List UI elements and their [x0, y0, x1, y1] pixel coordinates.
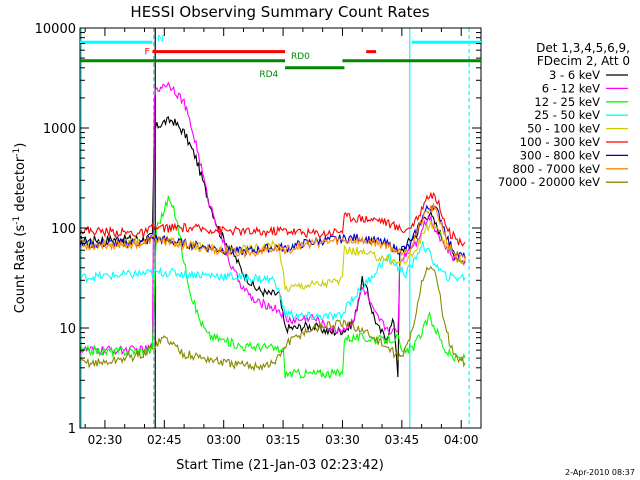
y-tick-label-3: 1000 — [43, 122, 76, 137]
y-axis-label-sup1: -1 — [12, 216, 22, 225]
y-axis-label-tail: detector — [13, 156, 28, 216]
y-tick-label-4: 10000 — [35, 22, 76, 37]
y-axis-label-end: ) — [13, 143, 28, 148]
status-label-rd4: RD4 — [259, 70, 278, 80]
y-tick-label-0: 1 — [68, 422, 76, 437]
series-line-2 — [79, 195, 466, 380]
legend-label-3: 25 - 50 keV — [534, 108, 600, 122]
legend-label-4: 50 - 100 keV — [527, 122, 600, 136]
status-label-n: N — [157, 34, 164, 44]
legend-label-7: 800 - 7000 keV — [512, 162, 600, 176]
x-tick-label-6: 04:00 — [444, 433, 479, 447]
legend-header-2: FDecim 2, Att 0 — [537, 54, 630, 68]
x-axis-label: Start Time (21-Jan-03 02:23:42) — [176, 458, 384, 473]
y-axis-label-sup2: -1 — [12, 148, 22, 157]
y-tick-label-1: 10 — [59, 322, 76, 337]
legend-label-1: 6 - 12 keV — [542, 81, 600, 95]
status-label-rd0: RD0 — [291, 52, 310, 62]
legend: Det 1,3,4,5,6,9, FDecim 2, Att 0 3 - 6 k… — [498, 41, 630, 189]
series-line-7 — [79, 202, 466, 261]
series-line-0 — [79, 116, 466, 378]
y-axis-label: Count Rate (s-1 detector-1) — [12, 143, 28, 314]
chart-title: HESSI Observing Summary Count Rates — [130, 3, 429, 21]
series-line-5 — [79, 191, 466, 247]
x-tick-label-4: 03:30 — [325, 433, 360, 447]
x-tick-label-5: 03:45 — [385, 433, 420, 447]
y-axis: 1 10 100 1000 10000 — [35, 22, 481, 437]
legend-label-0: 3 - 6 keV — [549, 68, 600, 82]
x-tick-label-3: 03:15 — [266, 433, 301, 447]
y-axis-label-main: Count Rate (s — [13, 225, 28, 314]
legend-label-6: 300 - 800 keV — [520, 148, 600, 162]
legend-label-2: 12 - 25 keV — [534, 95, 600, 109]
legend-label-5: 100 - 300 keV — [520, 135, 600, 149]
legend-label-8: 7000 - 20000 keV — [498, 175, 600, 189]
x-tick-label-1: 02:45 — [147, 433, 182, 447]
status-label-f: F — [145, 48, 150, 58]
legend-header-1: Det 1,3,4,5,6,9, — [536, 41, 630, 55]
x-tick-label-0: 02:30 — [88, 433, 123, 447]
y-tick-label-2: 100 — [51, 222, 76, 237]
footer-date: 2-Apr-2010 08:37 — [565, 468, 635, 477]
series-line-3 — [79, 240, 466, 321]
status-bars: NF RD0 RD4 — [80, 34, 481, 80]
series-line-8 — [79, 265, 466, 372]
plot-area — [79, 28, 470, 428]
series-line-1 — [79, 81, 466, 357]
x-tick-label-2: 03:00 — [206, 433, 241, 447]
x-axis: 02:30 02:45 03:00 03:15 03:30 03:45 04:00 — [84, 28, 482, 447]
series-line-4 — [79, 220, 466, 292]
